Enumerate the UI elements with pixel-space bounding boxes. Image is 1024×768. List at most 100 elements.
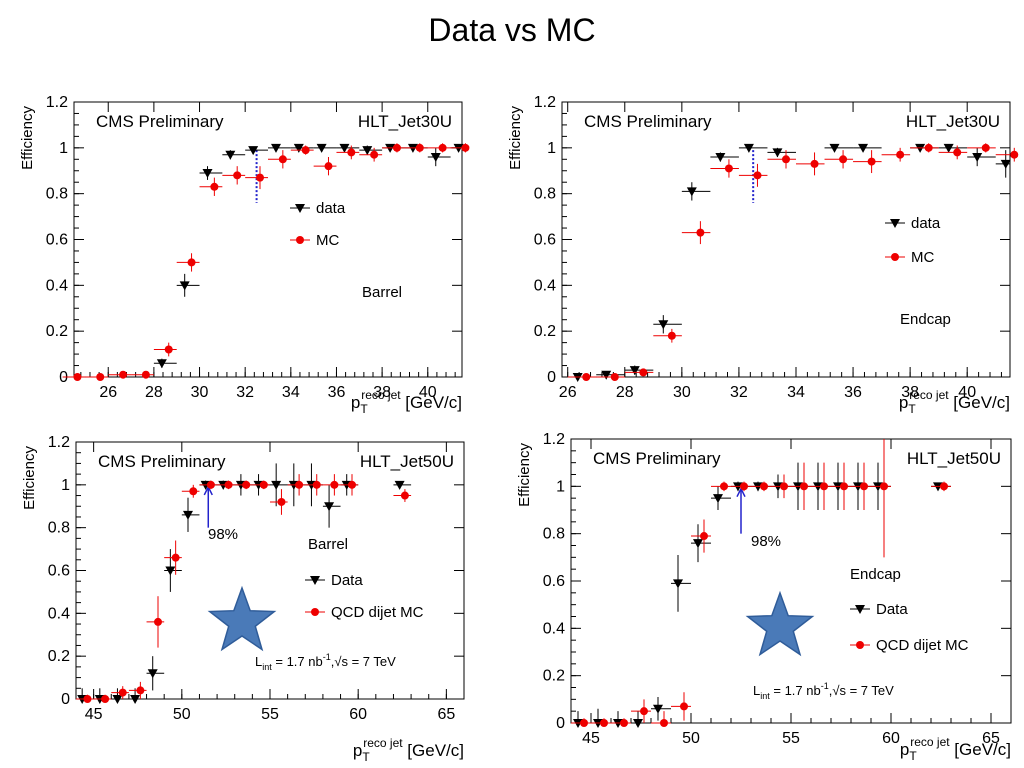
- legend-label: QCD dijet MC: [876, 637, 969, 654]
- data-point: [324, 502, 335, 512]
- mc-point: [277, 497, 286, 506]
- data-point: [1000, 159, 1011, 169]
- region-label: Endcap: [900, 311, 951, 328]
- y-tick-label: 0.6: [46, 232, 68, 249]
- y-tick-label: 1: [547, 140, 556, 157]
- x-axis-label: pTreco jet [GeV/c]: [351, 388, 462, 416]
- threshold-annotation: 98%: [208, 526, 238, 543]
- mc-point: [760, 482, 768, 491]
- data-point: [829, 143, 840, 153]
- mc-point: [370, 150, 379, 159]
- x-tick-label: 32: [236, 384, 254, 401]
- data-point: [394, 480, 405, 490]
- x-tick-label: 40: [958, 384, 976, 401]
- mc-point: [880, 482, 888, 491]
- legend-label: data: [316, 200, 346, 217]
- x-axis-label: pTreco jet [GeV/c]: [900, 735, 1011, 763]
- mc-point: [154, 617, 163, 626]
- mc-point: [242, 480, 251, 489]
- y-tick-label: 1: [556, 478, 565, 495]
- y-tick-label: 0: [61, 691, 70, 708]
- mc-point: [347, 148, 356, 157]
- mc-point: [187, 258, 196, 267]
- mc-point: [136, 686, 145, 695]
- x-axis-label-main: p: [353, 741, 362, 760]
- mc-point: [820, 482, 828, 491]
- data-point: [658, 320, 669, 330]
- data-point: [858, 143, 869, 153]
- data-point: [743, 143, 754, 153]
- mc-point: [839, 155, 848, 164]
- lumi-label: Lint = 1.7 nb-1,√s = 7 TeV: [753, 681, 894, 701]
- mc-point: [119, 370, 128, 379]
- y-tick-label: 0: [556, 715, 565, 732]
- mc-point: [189, 487, 198, 496]
- x-axis-label-sup: reco jet: [910, 735, 950, 749]
- data-point: [629, 366, 640, 376]
- x-tick-label: 26: [99, 384, 117, 401]
- chart-jet50-endcap: 0 0.2 0.4 0.6 0.8 1 1.2 45 50 55 60 65 Efficiency pTr…: [505, 425, 1015, 765]
- mc-point: [782, 155, 790, 164]
- data-point: [430, 153, 441, 162]
- data-point: [225, 150, 236, 160]
- data-point: [202, 169, 213, 179]
- mc-point: [696, 228, 705, 237]
- legend-marker-circle: [856, 641, 864, 649]
- x-tick-label: 45: [85, 706, 103, 723]
- data-point: [179, 281, 190, 291]
- mc-point: [740, 482, 748, 491]
- mc-point: [312, 480, 321, 489]
- x-tick-label: 34: [787, 384, 805, 401]
- y-axis-label: Efficiency: [516, 443, 533, 507]
- mc-point: [700, 532, 708, 541]
- mc-point: [620, 719, 628, 727]
- mc-point: [640, 707, 648, 716]
- mc-point: [680, 702, 688, 711]
- y-tick-label: 1: [59, 140, 68, 157]
- data-point: [673, 579, 683, 589]
- mc-point: [206, 480, 215, 489]
- chart-jet50-barrel: 0 0.2 0.4 0.6 0.8 1 1.2 45 50 55 60 65 Efficiency pTr…: [10, 430, 470, 765]
- mc-point: [800, 482, 808, 491]
- mc-point: [582, 373, 591, 381]
- mc-point: [210, 182, 219, 191]
- x-axis-label-sub: T: [362, 750, 370, 764]
- mc-point: [400, 491, 409, 500]
- x-tick-label: 32: [730, 384, 748, 401]
- x-tick-label: 26: [559, 384, 577, 401]
- mc-point: [981, 143, 990, 152]
- y-tick-label: 0.8: [543, 526, 565, 543]
- x-axis-label: pTreco jet [GeV/c]: [899, 388, 1010, 416]
- mc-point: [753, 171, 762, 180]
- plot-frame: [75, 441, 465, 700]
- mc-point: [415, 143, 424, 152]
- lumi-post: ,√s = 7 TeV: [331, 654, 396, 669]
- lumi-mid: = 1.7 nb: [272, 654, 323, 669]
- trigger-label: HLT_Jet30U: [906, 112, 1000, 131]
- plot-frame: [561, 101, 1011, 378]
- x-axis-label-unit: [GeV/c]: [403, 741, 464, 760]
- x-tick-label: 30: [673, 384, 691, 401]
- data-point: [943, 143, 954, 153]
- data-point: [633, 719, 643, 728]
- lumi-sup: -1: [821, 681, 829, 691]
- mc-point: [259, 480, 268, 489]
- mc-point: [667, 331, 676, 340]
- star-icon: [207, 585, 277, 652]
- mc-point: [278, 155, 287, 164]
- data-point: [653, 704, 663, 714]
- x-axis-label-sup: reco jet: [363, 736, 403, 750]
- x-axis-label-unit: [GeV/c]: [401, 393, 462, 412]
- data-point: [316, 143, 327, 153]
- cms-label: CMS Preliminary: [584, 112, 712, 131]
- legend-label: data: [911, 215, 941, 232]
- data-point: [339, 143, 350, 153]
- y-tick-label: 0.2: [534, 323, 556, 340]
- y-tick-label: 0.2: [48, 648, 70, 665]
- y-tick-label: 1.2: [48, 434, 70, 451]
- x-tick-label: 36: [844, 384, 862, 401]
- data-point: [156, 359, 167, 369]
- x-tick-label: 36: [328, 384, 346, 401]
- region-label: Barrel: [308, 536, 348, 553]
- y-tick-label: 0: [547, 369, 556, 386]
